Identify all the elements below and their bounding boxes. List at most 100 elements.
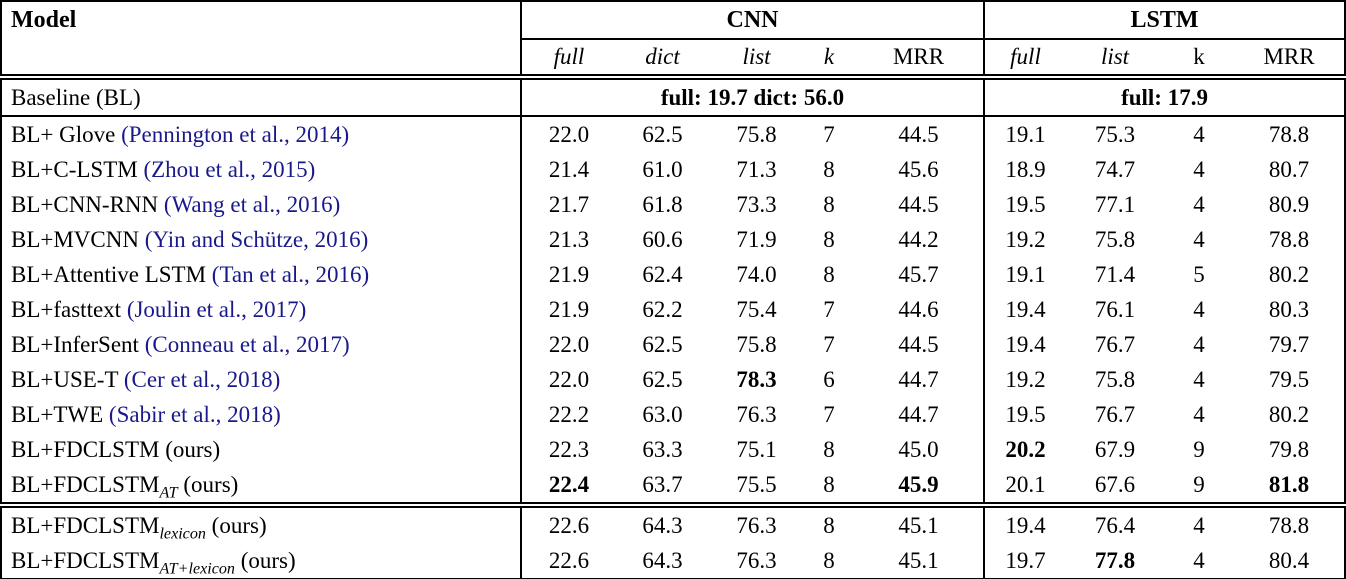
cell-cnn-k: 6 (823, 366, 835, 392)
citation-link[interactable]: (Tan et al., 2016) (206, 261, 370, 287)
header-row-metrics: full dict list k MRR full list k MRR (1, 39, 1346, 80)
citation-link[interactable]: (Yin and Schütze, 2016) (138, 226, 369, 252)
model-name-cell: BL+Attentive LSTM (Tan et al., 2016) (1, 257, 521, 292)
model-label: BL+InferSent (11, 331, 139, 357)
table-row: BL+C-LSTM (Zhou et al., 2015) 21.4 61.0 71.… (1, 152, 1345, 187)
header-section: Model CNN LSTM full dict list k MRR full… (1, 1, 1346, 117)
model-subscript: AT+lexicon (159, 560, 235, 578)
col-header-blank (1, 39, 521, 80)
header-row-groups: Model CNN LSTM (1, 1, 1346, 40)
citation-link[interactable]: (Sabir et al., 2018) (103, 401, 281, 427)
cell-lstm-full: 19.2 (983, 222, 1067, 257)
model-label: BL+Attentive LSTM (11, 261, 207, 287)
cell-cnn-dict: 61.8 (642, 191, 683, 217)
cell-lstm-list: 75.8 (1094, 226, 1136, 252)
cell-lstm-list: 76.4 (1066, 502, 1165, 543)
cell-lstm-list: 77.8 (1094, 547, 1136, 573)
cell-cnn-dict: 63.3 (642, 436, 683, 462)
cell-cnn-k: 8 (823, 471, 835, 497)
cell-cnn-full: 22.4 (520, 467, 616, 505)
cell-cnn-k: 8 (804, 502, 854, 543)
col-header-lstm: LSTM (983, 1, 1346, 40)
cell-lstm-mrr: 78.8 (1234, 502, 1346, 543)
citation-link[interactable]: (Zhou et al., 2015) (137, 156, 316, 182)
cell-lstm-full: 19.4 (983, 327, 1067, 362)
table-row: BL+Attentive LSTM (Tan et al., 2016) 21.9… (1, 257, 1345, 292)
cell-cnn-list: 75.5 (736, 471, 777, 497)
cell-lstm-mrr: 80.2 (1268, 401, 1310, 427)
cell-cnn-list: 75.8 (736, 331, 777, 357)
cell-cnn-dict: 60.6 (642, 226, 683, 252)
cell-lstm-list: 75.8 (1094, 366, 1136, 392)
cell-cnn-mrr: 45.6 (898, 156, 939, 182)
cell-lstm-full: 20.2 (983, 432, 1067, 467)
cell-cnn-list: 76.3 (736, 547, 777, 573)
cell-lstm-list: 67.6 (1094, 471, 1136, 497)
cell-lstm-full: 19.2 (983, 362, 1067, 397)
cell-lstm-mrr: 80.4 (1268, 547, 1310, 573)
cell-cnn-mrr: 44.2 (898, 226, 939, 252)
cell-cnn-mrr: 44.5 (898, 331, 939, 357)
model-suffix: (ours) (205, 512, 267, 538)
cell-cnn-full: 21.9 (520, 292, 616, 327)
cell-lstm-k: 4 (1193, 296, 1205, 322)
cell-lstm-mrr: 80.7 (1268, 156, 1310, 182)
subcol-header-lstm-k: k (1164, 39, 1235, 80)
citation-link[interactable]: (Wang et al., 2016) (158, 191, 341, 217)
model-suffix: (ours) (234, 547, 296, 573)
cell-cnn-dict: 62.5 (642, 331, 683, 357)
model-suffix: (ours) (177, 471, 239, 497)
cell-lstm-k: 9 (1193, 471, 1205, 497)
citation-link[interactable]: (Pennington et al., 2014) (115, 121, 350, 147)
cell-lstm-list: 76.7 (1094, 401, 1136, 427)
model-name-cell: BL+CNN-RNN (Wang et al., 2016) (1, 187, 521, 222)
cell-lstm-full: 19.5 (983, 187, 1067, 222)
baseline-model-name: Baseline (BL) (1, 77, 521, 117)
cell-lstm-full: 19.1 (983, 116, 1067, 152)
cell-cnn-full: 22.6 (520, 502, 616, 543)
cell-lstm-list: 71.4 (1094, 261, 1136, 287)
cell-lstm-mrr: 80.3 (1268, 296, 1310, 322)
cell-cnn-full: 21.9 (520, 257, 616, 292)
cell-lstm-mrr: 79.5 (1268, 366, 1310, 392)
cell-cnn-k: 8 (823, 547, 835, 573)
model-name-cell: BL+InferSent (Conneau et al., 2017) (1, 327, 521, 362)
table-row: BL+USE-T (Cer et al., 2018) 22.0 62.5 78.3 6… (1, 362, 1345, 397)
cell-lstm-k: 9 (1193, 436, 1205, 462)
subcol-header-lstm-full: full (983, 39, 1067, 80)
cell-cnn-k: 8 (823, 156, 835, 182)
model-name-cell: BL+ Glove (Pennington et al., 2014) (1, 116, 521, 152)
cell-cnn-full: 21.3 (520, 222, 616, 257)
cell-lstm-list: 75.3 (1094, 121, 1136, 147)
cell-cnn-list: 71.9 (736, 226, 777, 252)
cell-cnn-full: 22.0 (520, 116, 616, 152)
model-label: BL+FDCLSTM (11, 512, 160, 538)
citation-link[interactable]: (Cer et al., 2018) (118, 366, 281, 392)
cell-cnn-mrr: 45.1 (854, 502, 985, 543)
cell-cnn-k: 7 (823, 121, 835, 147)
cell-lstm-list: 67.9 (1094, 436, 1136, 462)
cell-cnn-dict: 64.3 (642, 547, 683, 573)
table-row: BL+FDCLSTM (ours) 22.3 63.3 75.1 8 45.0 20.2 67… (1, 432, 1345, 467)
table-row: BL+TWE (Sabir et al., 2018) 22.2 63.0 76.3 7… (1, 397, 1345, 432)
subcol-header-cnn-list: list (709, 39, 804, 80)
cell-lstm-mrr: 78.8 (1268, 226, 1310, 252)
cell-lstm-full: 19.1 (983, 257, 1067, 292)
cell-lstm-full: 18.9 (983, 152, 1067, 187)
cell-cnn-list: 71.3 (736, 156, 777, 182)
cell-cnn-list: 75.8 (736, 121, 777, 147)
col-header-cnn: CNN (519, 1, 985, 40)
cell-lstm-mrr: 80.2 (1268, 261, 1310, 287)
table-row: BL+FDCLSTMlexicon (ours) 22.6 64.3 76.3 8 45.… (1, 502, 1346, 543)
citation-link[interactable]: (Joulin et al., 2017) (121, 296, 307, 322)
cell-lstm-list: 76.1 (1094, 296, 1136, 322)
cell-cnn-k: 8 (823, 226, 835, 252)
cell-lstm-full: 19.5 (983, 397, 1067, 432)
cell-lstm-list: 74.7 (1094, 156, 1136, 182)
model-subscript: lexicon (159, 525, 206, 543)
cell-cnn-list: 76.3 (709, 502, 804, 543)
baseline-cnn-summary: full: 19.7 dict: 56.0 (519, 77, 985, 117)
table-row: BL+MVCNN (Yin and Schütze, 2016) 21.3 60.6… (1, 222, 1345, 257)
citation-link[interactable]: (Conneau et al., 2017) (138, 331, 350, 357)
